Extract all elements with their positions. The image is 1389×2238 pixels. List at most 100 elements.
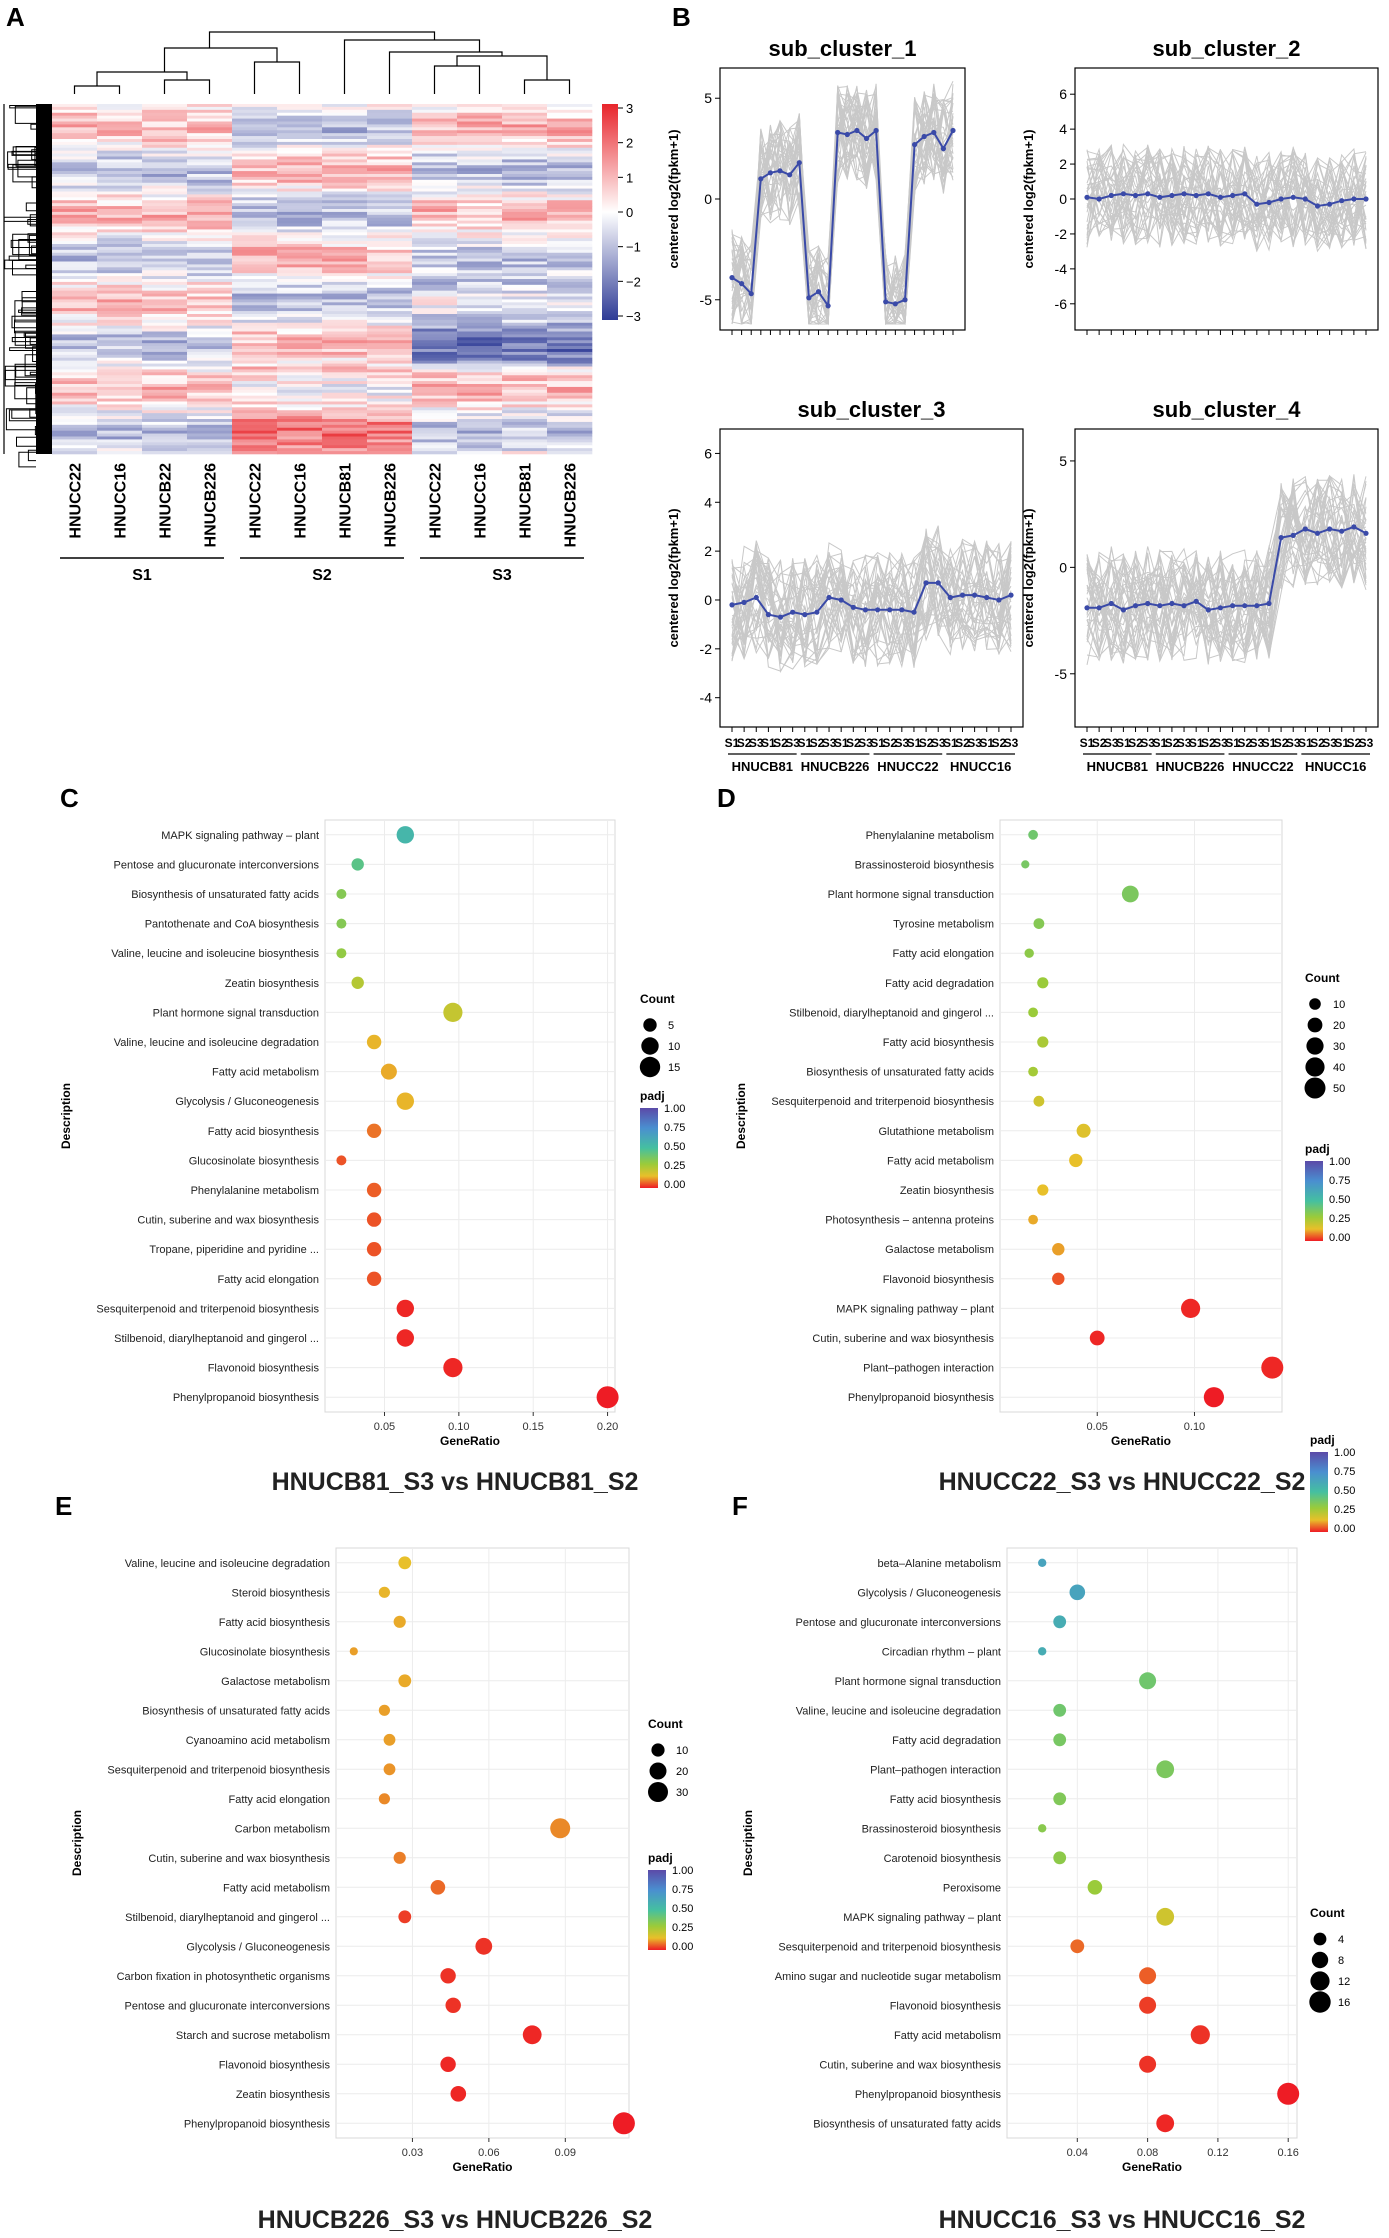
heatmap-cell xyxy=(502,398,548,402)
heatmap-cell xyxy=(97,363,143,367)
heatmap-cell xyxy=(277,139,323,143)
heatmap-cell xyxy=(367,314,413,318)
heatmap-cell xyxy=(457,384,503,388)
legend-color-label: 0.25 xyxy=(1334,1504,1355,1516)
heatmap-cell xyxy=(502,252,548,256)
heatmap-cell xyxy=(547,421,593,426)
heatmap-cell xyxy=(232,398,278,402)
heatmap-cell xyxy=(322,153,368,157)
heatmap-cell xyxy=(187,226,233,230)
y-tick-label: 6 xyxy=(1059,86,1067,102)
heatmap-cell xyxy=(97,252,143,256)
heatmap-cell xyxy=(187,147,233,151)
heatmap-cell xyxy=(547,369,593,373)
heatmap-cell xyxy=(97,124,143,128)
heatmap-cell xyxy=(97,357,143,361)
heatmap-cell xyxy=(457,337,503,341)
heatmap-cell xyxy=(52,185,98,189)
heatmap-cell xyxy=(412,203,458,207)
heatmap-cell xyxy=(367,214,413,219)
legend-title: padj xyxy=(1305,1142,1330,1156)
heatmap-cell xyxy=(457,392,503,396)
stage-tick-label: S1 xyxy=(725,736,740,750)
heatmap-cell xyxy=(322,316,368,321)
heatmap-cell xyxy=(52,206,98,210)
heatmap-cell xyxy=(502,389,548,394)
term-label: Flavonoid biosynthesis xyxy=(219,2059,331,2071)
legend-size-dot xyxy=(1309,1991,1331,2013)
heatmap-cell xyxy=(412,430,458,434)
term-label: Biosynthesis of unsaturated fatty acids xyxy=(131,889,319,901)
background-gene-line xyxy=(731,548,1012,668)
heatmap-cell xyxy=(232,194,278,198)
mean-point xyxy=(1351,524,1357,530)
term-dot xyxy=(1070,1939,1085,1954)
term-dot xyxy=(1069,1584,1086,1601)
heatmap-cell xyxy=(547,141,593,146)
heatmap-cell xyxy=(187,130,233,134)
background-gene-line xyxy=(731,85,954,325)
heatmap-cell xyxy=(277,357,323,361)
enrichment-plots: C0.05 0.10 0.15 0.20GeneRatioDescriptionMAP… xyxy=(55,783,1355,2234)
mean-point xyxy=(1278,196,1284,202)
mean-point xyxy=(790,609,796,615)
heatmap-cell xyxy=(412,421,458,426)
heatmap-cell xyxy=(277,284,323,289)
legend-size-label: 16 xyxy=(1338,1997,1350,2009)
heatmap-cell xyxy=(367,328,413,332)
heatmap-cell xyxy=(412,206,458,210)
heatmap-cell xyxy=(97,351,143,356)
heatmap-cell xyxy=(502,384,548,388)
heatmap-cell xyxy=(277,442,323,446)
heatmap-cell xyxy=(232,153,278,157)
heatmap-cell xyxy=(412,188,458,192)
term-dot xyxy=(396,1092,414,1110)
heatmap-cell xyxy=(547,357,593,361)
dendrogram-branch xyxy=(16,436,36,447)
heatmap-cell xyxy=(277,255,323,259)
heatmap-cell xyxy=(457,302,503,306)
heatmap-cell xyxy=(52,430,98,434)
heatmap-cell xyxy=(322,104,368,108)
heatmap-cell xyxy=(367,401,413,405)
heatmap-cell xyxy=(502,197,548,201)
heatmap-cell xyxy=(367,279,413,283)
heatmap-cell xyxy=(457,322,503,326)
heatmap-cell xyxy=(97,404,143,408)
heatmap-cell xyxy=(322,421,368,426)
mean-point xyxy=(1096,605,1102,611)
heatmap-cell xyxy=(187,386,233,391)
heatmap-cell xyxy=(52,424,98,429)
legend-size-dot xyxy=(1307,1017,1323,1033)
heatmap-cell xyxy=(187,369,233,373)
heatmap-cell xyxy=(142,244,188,248)
heatmap-cell xyxy=(502,124,548,128)
background-gene-line xyxy=(731,95,954,325)
heatmap-cell xyxy=(142,302,188,306)
heatmap-cell xyxy=(232,238,278,242)
heatmap-cell xyxy=(187,200,233,204)
mean-point xyxy=(947,594,953,601)
heatmap-cell xyxy=(277,311,323,315)
background-gene-line xyxy=(731,99,954,325)
heatmap-cell xyxy=(187,416,233,420)
term-label: Brassinosteroid biosynthesis xyxy=(855,859,995,871)
heatmap-cell xyxy=(277,276,323,280)
heatmap-cell xyxy=(187,185,233,189)
heatmap-cell xyxy=(502,206,548,210)
heatmap-cell xyxy=(322,386,368,391)
heatmap-cell xyxy=(142,424,188,429)
stage-tick-label: S3 xyxy=(822,736,837,750)
stage-tick-label: S1 xyxy=(979,736,994,750)
heatmap-cell xyxy=(322,273,368,277)
heatmap-cell xyxy=(52,203,98,207)
heatmap-cell xyxy=(187,232,233,236)
heatmap-cell xyxy=(367,381,413,385)
legend-size-label: 20 xyxy=(676,1766,688,1778)
heatmap-cell xyxy=(502,246,548,251)
heatmap-cell xyxy=(142,229,188,233)
heatmap-cell xyxy=(277,416,323,420)
mean-point xyxy=(741,599,747,606)
heatmap-cell xyxy=(322,276,368,280)
heatmap-cell xyxy=(277,267,323,271)
